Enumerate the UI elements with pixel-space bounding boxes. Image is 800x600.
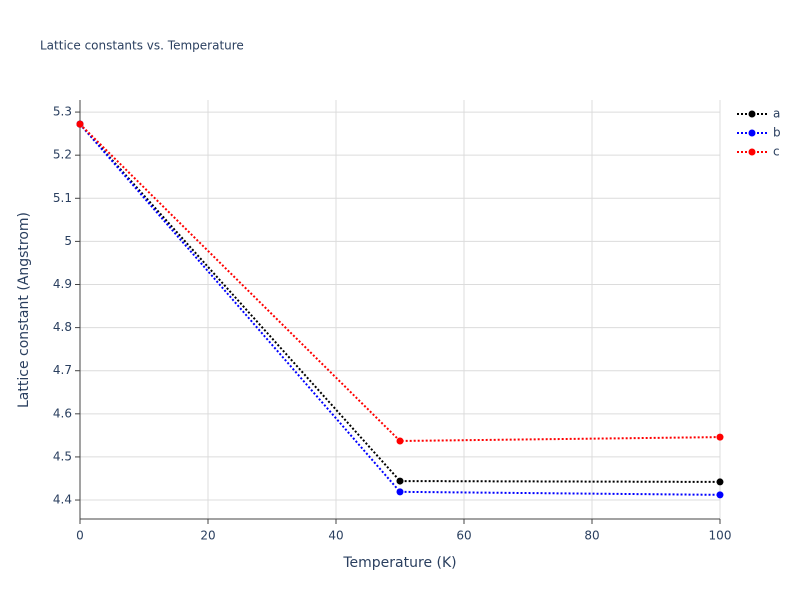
- x-axis-label: Temperature (K): [342, 555, 456, 571]
- y-tick-label: 4.7: [53, 363, 72, 377]
- y-tick-label: 5.3: [53, 105, 72, 119]
- y-tick-label: 4.4: [53, 493, 72, 507]
- data-point: [716, 491, 724, 499]
- legend-label: b: [773, 126, 781, 140]
- x-tick-label: 0: [76, 529, 84, 543]
- series-line: [79, 123, 721, 483]
- legend-label: c: [773, 145, 780, 159]
- x-tick-label: 100: [709, 529, 732, 543]
- data-point: [716, 478, 724, 486]
- data-point: [716, 433, 724, 441]
- series-line: [79, 123, 721, 496]
- y-tick-label: 4.8: [53, 320, 72, 334]
- x-tick-label: 80: [584, 529, 599, 543]
- x-tick-label: 60: [456, 529, 471, 543]
- x-tick-label: 40: [328, 529, 343, 543]
- y-tick-label: 5.1: [53, 191, 72, 205]
- legend-marker: [748, 148, 756, 156]
- x-tick-label: 20: [200, 529, 215, 543]
- y-tick-label: 4.6: [53, 406, 72, 420]
- chart-title: Lattice constants vs. Temperature: [40, 39, 244, 53]
- data-point: [396, 437, 404, 445]
- data-point: [396, 477, 404, 485]
- y-axis-label: Lattice constant (Angstrom): [16, 212, 32, 408]
- legend-marker: [748, 129, 756, 137]
- data-point: [76, 120, 84, 128]
- y-tick-label: 4.5: [53, 449, 72, 463]
- y-tick-label: 4.9: [53, 277, 72, 291]
- y-tick-label: 5: [64, 234, 72, 248]
- data-point: [396, 488, 404, 496]
- y-tick-label: 5.2: [53, 148, 72, 162]
- legend-label: a: [773, 107, 780, 121]
- legend-marker: [748, 110, 756, 118]
- series-line: [79, 123, 721, 442]
